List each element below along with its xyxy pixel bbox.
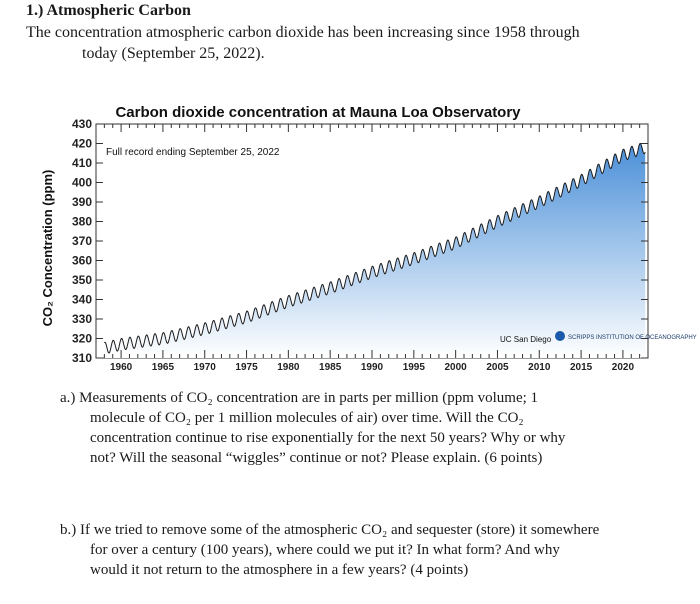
scripps-logo-text: SCRIPPS INSTITUTION OF OCEANOGRAPHY bbox=[568, 335, 697, 341]
scripps-emblem-icon bbox=[555, 331, 565, 341]
x-tick-label: 1985 bbox=[319, 362, 342, 373]
x-tick-label: 2010 bbox=[528, 362, 551, 373]
y-tick-label: 380 bbox=[72, 215, 92, 229]
x-tick-label: 1965 bbox=[152, 362, 175, 373]
question-b-line-1: If we tried to remove some of the atmosp… bbox=[80, 522, 600, 538]
co2-series-line bbox=[104, 142, 646, 354]
question-b: b.) If we tried to remove some of the at… bbox=[60, 520, 660, 580]
ucsd-logo: UC San Diego bbox=[500, 335, 552, 344]
co2-chart-svg: Carbon dioxide concentration at Mauna Lo… bbox=[40, 104, 697, 373]
intro-line-1: The concentration atmospheric carbon dio… bbox=[26, 24, 580, 41]
question-a-line-3: concentration continue to rise exponenti… bbox=[90, 430, 566, 446]
x-tick-label: 2000 bbox=[445, 362, 468, 373]
x-tick-label: 1975 bbox=[235, 362, 258, 373]
question-a: a.) Measurements of CO₂ concentration ar… bbox=[60, 388, 660, 468]
plot-area: 310 320 330 340 350 360 370 380 390 400 410 420 430 1… bbox=[72, 117, 649, 373]
x-tick-label: 1995 bbox=[403, 362, 426, 373]
y-tick-label: 390 bbox=[72, 195, 92, 209]
question-b-label: b.) bbox=[60, 522, 77, 538]
section-heading: 1.) Atmospheric Carbon bbox=[26, 2, 191, 19]
x-tick-label: 1970 bbox=[194, 362, 217, 373]
question-a-line-2: molecule of CO₂ per 1 million molecules … bbox=[90, 410, 524, 426]
x-tick-label: 2005 bbox=[486, 362, 509, 373]
y-tick-label: 400 bbox=[72, 176, 92, 190]
x-tick-label: 1960 bbox=[110, 362, 133, 373]
scripps-logo: SCRIPPS INSTITUTION OF OCEANOGRAPHY bbox=[555, 331, 697, 341]
co2-chart: Carbon dioxide concentration at Mauna Lo… bbox=[0, 96, 700, 386]
chart-annotation: Full record ending September 25, 2022 bbox=[106, 147, 280, 158]
x-tick-label: 1980 bbox=[277, 362, 300, 373]
y-tick-label: 310 bbox=[72, 351, 92, 365]
x-tick-label: 2020 bbox=[612, 362, 635, 373]
intro-line-2: today (September 25, 2022). bbox=[82, 45, 265, 62]
intro-paragraph: The concentration atmospheric carbon dio… bbox=[26, 22, 666, 64]
y-tick-label: 320 bbox=[72, 332, 92, 346]
x-tick-label: 1990 bbox=[361, 362, 384, 373]
y-tick-label: 340 bbox=[72, 293, 92, 307]
y-tick-label: 350 bbox=[72, 273, 92, 287]
chart-title: Carbon dioxide concentration at Mauna Lo… bbox=[115, 104, 521, 121]
y-tick-label: 360 bbox=[72, 254, 92, 268]
y-axis-label: CO₂ Concentration (ppm) bbox=[40, 170, 55, 327]
x-tick-label: 2015 bbox=[570, 362, 593, 373]
question-a-line-1: Measurements of CO₂ concentration are in… bbox=[79, 390, 539, 406]
co2-area-fill bbox=[104, 143, 646, 358]
question-b-line-3: would it not return to the atmosphere in… bbox=[90, 562, 469, 578]
y-tick-label: 330 bbox=[72, 312, 92, 326]
question-a-label: a.) bbox=[60, 390, 76, 406]
question-b-line-2: for over a century (100 years), where co… bbox=[90, 542, 560, 558]
y-tick-label: 410 bbox=[72, 156, 92, 170]
y-tick-label: 370 bbox=[72, 234, 92, 248]
question-a-line-4: not? Will the seasonal “wiggles” continu… bbox=[90, 450, 543, 466]
y-tick-label: 430 bbox=[72, 117, 92, 131]
y-tick-label: 420 bbox=[72, 137, 92, 151]
ucsd-logo-text: UC San Diego bbox=[500, 335, 552, 344]
